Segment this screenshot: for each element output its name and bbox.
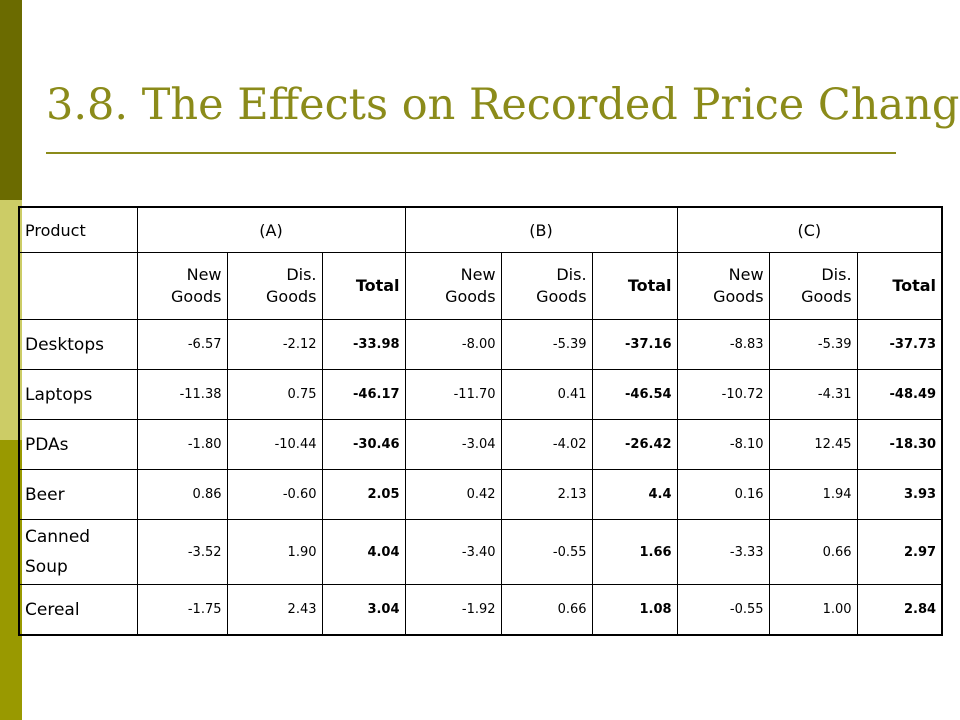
total-value-cell: -33.98 [321, 319, 406, 370]
dis-goods-value-cell: 0.66 [768, 519, 858, 585]
total-value-cell: 1.08 [591, 584, 678, 636]
table-row: Desktops -6.57 -2.12 -33.98 -8.00 -5.39 -37.16… [18, 319, 943, 370]
subheader-dis-goods: Dis. Goods [768, 252, 858, 320]
left-accent-bar-light [0, 200, 22, 440]
new-goods-value-cell: -1.92 [404, 584, 502, 636]
title-underline [46, 152, 896, 154]
new-goods-value-cell: -8.00 [404, 319, 502, 370]
total-value-cell: -46.54 [591, 369, 678, 420]
new-goods-value-cell: -8.10 [676, 419, 770, 470]
total-value-cell: -18.30 [856, 419, 943, 470]
dis-goods-value-cell: 0.66 [500, 584, 593, 636]
product-header: Product [18, 206, 138, 253]
total-value-cell: 2.84 [856, 584, 943, 636]
subheader-total: Total [591, 252, 678, 320]
group-header-b: (B) [404, 206, 678, 253]
new-goods-value-cell: -11.38 [136, 369, 228, 420]
subheader-new-goods: New Goods [676, 252, 770, 320]
slide-title: 3.8. The Effects on Recorded Price Chang… [46, 80, 960, 130]
total-value-cell: -48.49 [856, 369, 943, 420]
dis-goods-value-cell: -5.39 [768, 319, 858, 370]
new-goods-value-cell: -6.57 [136, 319, 228, 370]
table-row: Beer 0.86 -0.60 2.05 0.42 2.13 4.4 0.16 1.94 3.93 [18, 469, 943, 520]
new-goods-value-cell: 0.42 [404, 469, 502, 520]
total-value-cell: -26.42 [591, 419, 678, 470]
dis-goods-value-cell: -2.12 [226, 319, 323, 370]
price-change-table: Product (A) (B) (C) New Goods Dis. Goods… [18, 206, 944, 636]
left-accent-bar-mid [0, 440, 22, 720]
subheader-total: Total [856, 252, 943, 320]
dis-goods-value-cell: 0.41 [500, 369, 593, 420]
product-name-cell: Desktops [18, 319, 138, 370]
new-goods-value-cell: -8.83 [676, 319, 770, 370]
total-value-cell: 3.04 [321, 584, 406, 636]
table-body: Desktops -6.57 -2.12 -33.98 -8.00 -5.39 -37.16… [18, 319, 943, 636]
dis-goods-value-cell: 12.45 [768, 419, 858, 470]
total-value-cell: 3.93 [856, 469, 943, 520]
new-goods-value-cell: -0.55 [676, 584, 770, 636]
total-value-cell: 4.04 [321, 519, 406, 585]
subheader-total: Total [321, 252, 406, 320]
dis-goods-value-cell: -4.02 [500, 419, 593, 470]
product-name-cell: Canned Soup [18, 519, 138, 585]
group-header-c: (C) [676, 206, 943, 253]
product-name-cell: Laptops [18, 369, 138, 420]
table-row: Laptops -11.38 0.75 -46.17 -11.70 0.41 -46.54-… [18, 369, 943, 420]
table-row: Cereal -1.75 2.43 3.04 -1.92 0.66 1.08 -0.55 1.0… [18, 584, 943, 636]
total-value-cell: -37.73 [856, 319, 943, 370]
dis-goods-value-cell: -4.31 [768, 369, 858, 420]
new-goods-value-cell: -3.04 [404, 419, 502, 470]
dis-goods-value-cell: 1.90 [226, 519, 323, 585]
subheader-dis-goods: Dis. Goods [226, 252, 323, 320]
new-goods-value-cell: -3.33 [676, 519, 770, 585]
total-value-cell: 2.97 [856, 519, 943, 585]
table-row: PDAs -1.80 -10.44 -30.46 -3.04 -4.02 -26.42 -8.… [18, 419, 943, 470]
dis-goods-value-cell: -5.39 [500, 319, 593, 370]
new-goods-value-cell: -3.40 [404, 519, 502, 585]
left-accent-bar-dark [0, 0, 22, 200]
dis-goods-value-cell: -0.60 [226, 469, 323, 520]
new-goods-value-cell: 0.16 [676, 469, 770, 520]
dis-goods-value-cell: -0.55 [500, 519, 593, 585]
dis-goods-value-cell: 1.94 [768, 469, 858, 520]
subheader-new-goods: New Goods [136, 252, 228, 320]
product-name-cell: PDAs [18, 419, 138, 470]
new-goods-value-cell: -11.70 [404, 369, 502, 420]
new-goods-value-cell: -10.72 [676, 369, 770, 420]
new-goods-value-cell: -3.52 [136, 519, 228, 585]
group-header-a: (A) [136, 206, 406, 253]
product-name-cell: Beer [18, 469, 138, 520]
subheader-dis-goods: Dis. Goods [500, 252, 593, 320]
product-name-cell: Cereal [18, 584, 138, 636]
total-value-cell: -37.16 [591, 319, 678, 370]
new-goods-value-cell: 0.86 [136, 469, 228, 520]
dis-goods-value-cell: 1.00 [768, 584, 858, 636]
dis-goods-value-cell: -10.44 [226, 419, 323, 470]
dis-goods-value-cell: 0.75 [226, 369, 323, 420]
total-value-cell: -46.17 [321, 369, 406, 420]
new-goods-value-cell: -1.75 [136, 584, 228, 636]
subheader-new-goods: New Goods [404, 252, 502, 320]
total-value-cell: 1.66 [591, 519, 678, 585]
subheader-empty [18, 252, 138, 320]
dis-goods-value-cell: 2.13 [500, 469, 593, 520]
group-header-row: Product (A) (B) (C) [18, 206, 943, 253]
total-value-cell: -30.46 [321, 419, 406, 470]
total-value-cell: 4.4 [591, 469, 678, 520]
new-goods-value-cell: -1.80 [136, 419, 228, 470]
subheader-row: New Goods Dis. Goods Total New Goods Dis… [18, 252, 943, 320]
dis-goods-value-cell: 2.43 [226, 584, 323, 636]
total-value-cell: 2.05 [321, 469, 406, 520]
table-row: Canned Soup -3.52 1.90 4.04 -3.40 -0.55 1.66 -3… [18, 519, 943, 585]
